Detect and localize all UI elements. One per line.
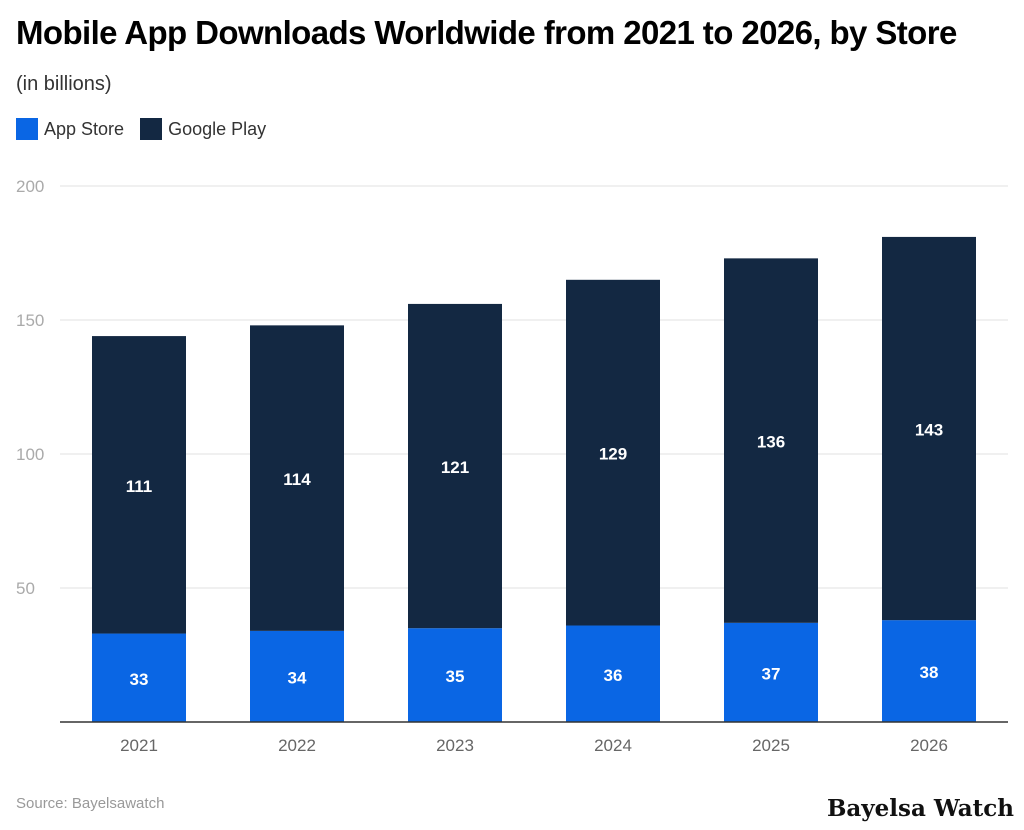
y-tick-label: 50: [16, 579, 35, 598]
y-tick-label: 100: [16, 445, 44, 464]
bar-google-play: [408, 303, 502, 629]
bar-app-store: [882, 620, 976, 722]
data-label: 111: [126, 477, 153, 496]
x-tick-label: 2026: [910, 736, 948, 755]
legend-label-google-play: Google Play: [168, 118, 267, 139]
source-note: Source: Bayelsawatch: [16, 795, 165, 812]
bar-app-store: [566, 625, 660, 722]
bar-google-play: [566, 279, 660, 626]
data-label: 35: [446, 667, 465, 686]
data-label: 136: [757, 433, 785, 452]
data-label: 34: [288, 668, 307, 687]
legend-item-app-store: App Store: [16, 118, 124, 140]
x-tick-label: 2023: [436, 736, 474, 755]
bar-google-play: [724, 258, 818, 623]
y-tick-label: 200: [16, 177, 44, 196]
chart-title: Mobile App Downloads Worldwide from 2021…: [16, 14, 957, 51]
data-label: 121: [441, 458, 469, 477]
legend: App Store Google Play: [16, 118, 266, 140]
data-label: 114: [283, 470, 311, 489]
legend-item-google-play: Google Play: [140, 118, 266, 140]
data-label: 38: [920, 663, 939, 682]
bar-app-store: [408, 628, 502, 722]
data-label: 33: [130, 670, 149, 689]
logo: Bayelsa Watch: [826, 795, 1014, 822]
x-tick-label: 2025: [752, 736, 790, 755]
x-tick-label: 2021: [120, 736, 158, 755]
data-label: 36: [604, 666, 623, 685]
data-label: 37: [762, 664, 781, 683]
legend-swatch-app-store: [16, 118, 38, 140]
data-label: 129: [599, 445, 627, 464]
data-label: 143: [915, 421, 943, 440]
bar-app-store: [92, 633, 186, 722]
bar-google-play: [250, 325, 344, 631]
x-tick-label: 2024: [594, 736, 632, 755]
bar-app-store: [724, 622, 818, 722]
y-tick-label: 150: [16, 311, 44, 330]
chart-subtitle: (in billions): [16, 73, 112, 95]
x-tick-label: 2022: [278, 736, 316, 755]
bar-google-play: [882, 236, 976, 621]
bar-google-play: [92, 336, 186, 634]
legend-label-app-store: App Store: [44, 118, 125, 139]
bar-app-store: [250, 630, 344, 722]
legend-swatch-google-play: [140, 118, 163, 140]
